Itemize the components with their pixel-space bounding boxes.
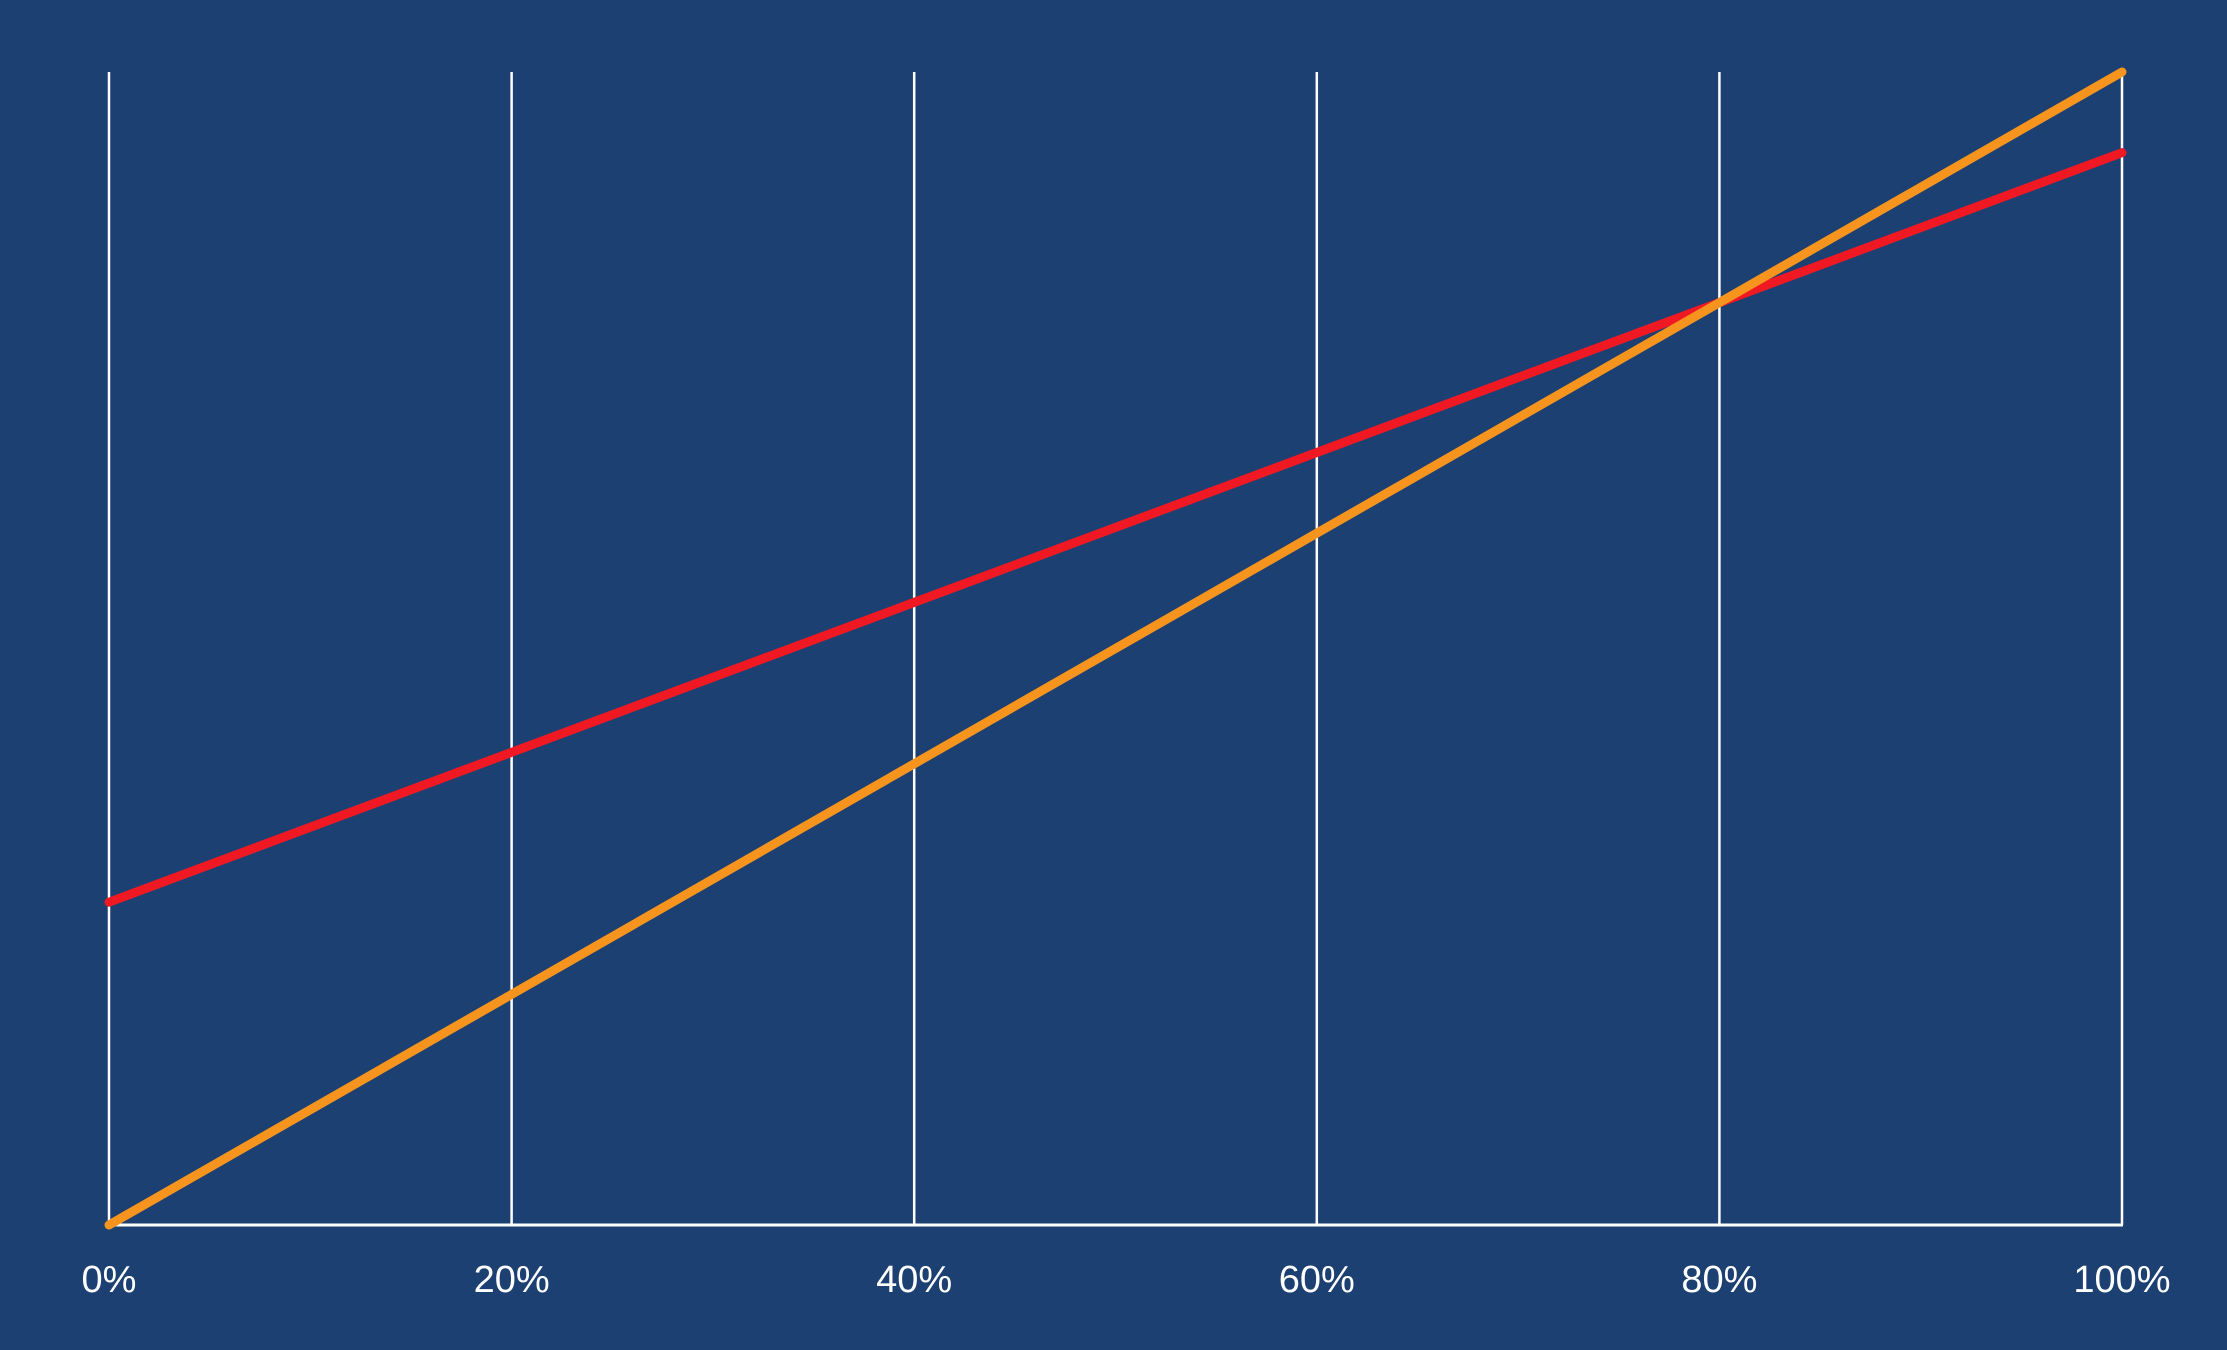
x-tick-label: 60% [1279, 1259, 1355, 1301]
x-tick-labels: 0% 20% 40% 60% 80% 100% [82, 1259, 2171, 1301]
x-tick-label: 0% [82, 1259, 137, 1301]
series-line-1 [104, 67, 2127, 1230]
x-tick-label: 40% [876, 1259, 952, 1301]
x-tick-label: 20% [474, 1259, 550, 1301]
x-tick-label: 100% [2073, 1259, 2170, 1301]
vertical-gridlines [107, 72, 2124, 1225]
x-tick-label: 80% [1681, 1259, 1757, 1301]
series-lines [104, 67, 2127, 1230]
series-line-0 [104, 148, 2127, 907]
